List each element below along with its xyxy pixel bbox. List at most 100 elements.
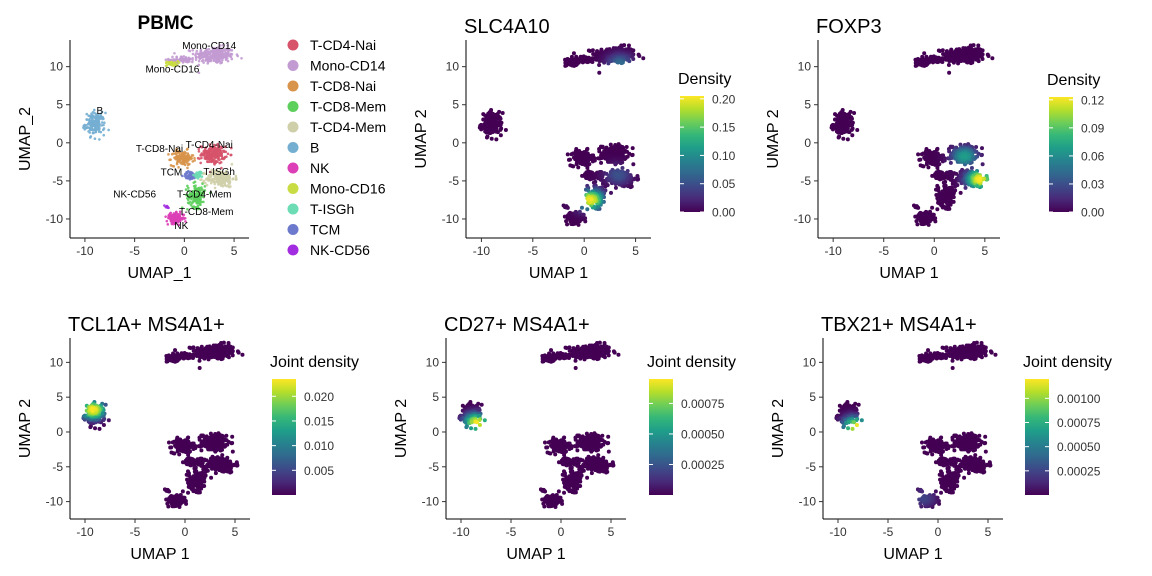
cell-point [196, 173, 200, 177]
cell-point [198, 186, 201, 190]
cell-point [626, 43, 631, 48]
colorbar-tick-label: 0.09 [1081, 121, 1105, 135]
y-tick-label: -10 [46, 212, 64, 226]
x-tick-label: 5 [632, 244, 639, 258]
cell-point [980, 162, 985, 167]
y-tick-label: 5 [56, 390, 63, 404]
cell-point [103, 121, 106, 125]
cell-point [168, 212, 172, 215]
cell-point [99, 112, 102, 116]
cell-point [205, 56, 209, 59]
cell-point [590, 59, 595, 64]
cell-point [837, 134, 842, 139]
x-tick-label: -5 [130, 525, 141, 539]
cell-point [95, 124, 99, 127]
cell-point [940, 59, 945, 64]
cell-point [226, 53, 230, 57]
cell-point [498, 133, 503, 138]
cluster-label: T-CD4-Nai [186, 140, 233, 151]
cell-point [976, 59, 981, 64]
cell-point [222, 149, 226, 153]
cell-point [186, 161, 189, 165]
cell-point [616, 60, 621, 65]
cell-point [205, 53, 208, 56]
cell-point [191, 58, 194, 61]
cell-point [200, 152, 204, 155]
y-tick-label: -5 [52, 460, 63, 474]
cell-point [215, 168, 219, 172]
cell-point [93, 111, 96, 115]
y-tick-label: -10 [794, 212, 812, 226]
cell-point [224, 177, 228, 181]
cell-point [88, 136, 92, 139]
cell-point [495, 130, 500, 135]
x-tick-label: 5 [981, 244, 988, 258]
cell-point [850, 122, 855, 127]
cell-point [209, 179, 212, 182]
cell-point [186, 186, 190, 190]
cell-point [230, 162, 234, 166]
cell-point [212, 58, 216, 62]
legend-swatch [287, 80, 299, 92]
cell-point [200, 171, 203, 175]
cell-point [976, 43, 981, 48]
cell-point [201, 58, 205, 62]
cell-point [852, 110, 857, 115]
cell-point [107, 128, 110, 132]
cell-point [221, 43, 225, 47]
y-axis-label: UMAP_2 [17, 107, 34, 171]
cell-point [930, 60, 935, 65]
cell-point [913, 63, 918, 68]
cell-point [573, 209, 578, 214]
legend-swatch [287, 121, 299, 133]
cell-point [219, 145, 223, 149]
cell-point [186, 166, 189, 170]
cluster-label: NK [174, 221, 188, 232]
legend-swatch [287, 162, 299, 174]
cell-point [181, 61, 185, 64]
cell-point [197, 147, 201, 151]
cell-point [203, 189, 207, 192]
cell-point [97, 119, 100, 123]
cell-point [223, 183, 227, 187]
cell-point [177, 159, 181, 163]
points-foxp3 [829, 43, 995, 227]
cell-point [209, 59, 213, 63]
cell-point [164, 64, 168, 68]
y-axis-label: UMAP 2 [413, 109, 430, 168]
cell-point [194, 56, 198, 60]
cell-point [223, 172, 226, 175]
cell-point [206, 160, 209, 163]
cell-point [169, 158, 172, 161]
cell-point [204, 146, 208, 149]
cell-point [224, 54, 227, 58]
cell-point [217, 46, 220, 49]
cell-point [209, 146, 213, 149]
cell-point [215, 152, 218, 156]
cell-point [203, 49, 207, 53]
cell-point [229, 53, 233, 56]
x-tick-label: 5 [231, 244, 238, 258]
legend-item: T-CD4-Nai [310, 37, 376, 53]
cell-point [166, 206, 169, 209]
cell-point [937, 48, 942, 53]
cell-point [216, 160, 219, 163]
cell-point [164, 215, 167, 218]
cell-point [226, 152, 230, 156]
cell-point [167, 153, 170, 156]
cell-point [956, 61, 961, 66]
cell-point [203, 185, 207, 188]
cell-point [935, 60, 940, 65]
cell-point [618, 161, 623, 166]
cell-point [926, 165, 931, 170]
cell-point [199, 161, 202, 165]
cell-point [974, 144, 979, 149]
cell-point [177, 150, 180, 154]
cell-point [177, 155, 180, 159]
cluster-label: TCM [161, 168, 183, 179]
cell-point [199, 52, 202, 56]
cell-point [214, 157, 217, 160]
cell-point [609, 190, 614, 195]
legend-item: T-ISGh [310, 201, 354, 217]
cell-point [200, 186, 203, 189]
